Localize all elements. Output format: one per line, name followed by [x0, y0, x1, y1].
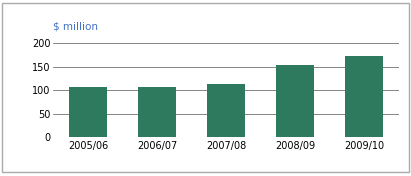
Bar	[138, 87, 176, 137]
Bar	[69, 87, 107, 137]
Bar	[207, 84, 245, 137]
Bar	[345, 56, 383, 137]
Bar	[276, 65, 314, 137]
Text: $ million: $ million	[53, 22, 98, 32]
